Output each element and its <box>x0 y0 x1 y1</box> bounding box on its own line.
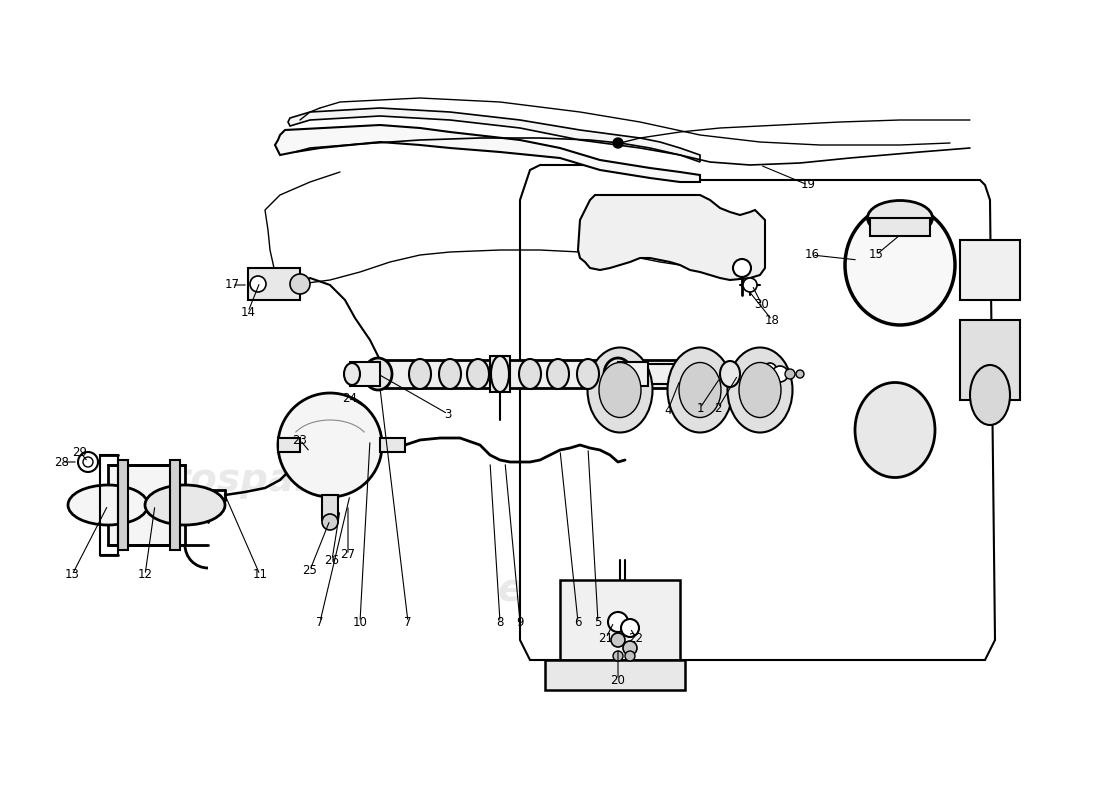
Polygon shape <box>288 108 700 162</box>
Ellipse shape <box>845 205 955 325</box>
Ellipse shape <box>720 361 740 387</box>
Bar <box>100 455 118 555</box>
Bar <box>350 362 380 386</box>
Ellipse shape <box>604 358 632 390</box>
Circle shape <box>742 278 757 292</box>
Text: 11: 11 <box>253 569 267 582</box>
Bar <box>278 438 300 452</box>
Text: 28: 28 <box>55 455 69 469</box>
Text: 7: 7 <box>317 615 323 629</box>
Ellipse shape <box>364 358 392 390</box>
Text: 29: 29 <box>73 446 88 458</box>
Ellipse shape <box>409 359 431 389</box>
Text: 6: 6 <box>574 615 582 629</box>
Text: 24: 24 <box>342 391 358 405</box>
Bar <box>730 365 770 383</box>
Ellipse shape <box>762 363 778 385</box>
Ellipse shape <box>578 359 600 389</box>
Bar <box>560 580 680 660</box>
Bar <box>644 364 724 384</box>
Bar <box>170 460 180 550</box>
Bar <box>870 218 930 236</box>
Bar <box>544 660 685 690</box>
Circle shape <box>278 393 382 497</box>
Ellipse shape <box>600 362 641 418</box>
Circle shape <box>250 276 266 292</box>
Ellipse shape <box>855 382 935 478</box>
Text: 15: 15 <box>869 249 883 262</box>
Text: 16: 16 <box>804 249 820 262</box>
Text: 20: 20 <box>610 674 626 686</box>
Circle shape <box>82 457 94 467</box>
Ellipse shape <box>679 362 721 418</box>
Ellipse shape <box>145 485 226 525</box>
Ellipse shape <box>868 201 933 235</box>
Ellipse shape <box>547 359 569 389</box>
Text: 22: 22 <box>628 631 643 645</box>
Bar <box>960 320 1020 400</box>
Text: 17: 17 <box>224 278 240 291</box>
Circle shape <box>623 641 637 655</box>
Circle shape <box>610 633 625 647</box>
Circle shape <box>625 651 635 661</box>
Text: 4: 4 <box>664 403 672 417</box>
Text: 23: 23 <box>293 434 307 446</box>
Text: 18: 18 <box>764 314 780 326</box>
Ellipse shape <box>68 485 148 525</box>
Text: 30: 30 <box>755 298 769 311</box>
Text: 9: 9 <box>516 615 524 629</box>
Circle shape <box>772 366 788 382</box>
Ellipse shape <box>727 347 792 433</box>
Text: 10: 10 <box>353 615 367 629</box>
Ellipse shape <box>519 359 541 389</box>
Bar <box>108 465 185 545</box>
Bar <box>322 495 338 520</box>
Text: 25: 25 <box>302 563 318 577</box>
Circle shape <box>621 619 639 637</box>
Circle shape <box>613 651 623 661</box>
Polygon shape <box>275 125 700 182</box>
Bar <box>490 356 510 392</box>
Text: 12: 12 <box>138 569 153 582</box>
Bar <box>118 460 128 550</box>
Circle shape <box>785 369 795 379</box>
Text: eurospares: eurospares <box>497 571 742 609</box>
Text: 26: 26 <box>324 554 340 566</box>
Circle shape <box>290 274 310 294</box>
Bar <box>618 362 648 386</box>
Text: 14: 14 <box>241 306 255 318</box>
Text: 19: 19 <box>801 178 815 191</box>
Circle shape <box>796 370 804 378</box>
Bar <box>248 268 300 300</box>
Ellipse shape <box>491 356 509 392</box>
Text: 13: 13 <box>65 569 79 582</box>
Bar <box>960 240 1020 300</box>
Text: 7: 7 <box>405 615 411 629</box>
Ellipse shape <box>739 362 781 418</box>
Circle shape <box>733 259 751 277</box>
Circle shape <box>78 452 98 472</box>
Ellipse shape <box>344 363 360 385</box>
Bar <box>379 438 405 452</box>
Text: 5: 5 <box>594 615 602 629</box>
Polygon shape <box>578 195 764 280</box>
Circle shape <box>608 612 628 632</box>
Text: 1: 1 <box>696 402 704 414</box>
Text: 3: 3 <box>444 407 452 421</box>
Ellipse shape <box>439 359 461 389</box>
Text: 27: 27 <box>341 549 355 562</box>
Ellipse shape <box>970 365 1010 425</box>
Text: 2: 2 <box>714 402 722 414</box>
Ellipse shape <box>587 347 652 433</box>
Ellipse shape <box>668 347 733 433</box>
Text: eurospares: eurospares <box>117 461 363 499</box>
Polygon shape <box>520 165 996 660</box>
Text: 8: 8 <box>496 615 504 629</box>
Circle shape <box>613 138 623 148</box>
Circle shape <box>322 514 338 530</box>
Text: 21: 21 <box>598 631 614 645</box>
Bar <box>379 360 710 388</box>
Ellipse shape <box>468 359 490 389</box>
